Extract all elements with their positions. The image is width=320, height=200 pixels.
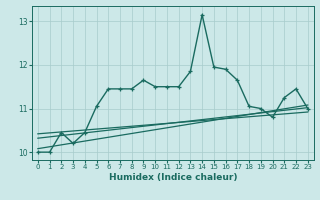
X-axis label: Humidex (Indice chaleur): Humidex (Indice chaleur) xyxy=(108,173,237,182)
